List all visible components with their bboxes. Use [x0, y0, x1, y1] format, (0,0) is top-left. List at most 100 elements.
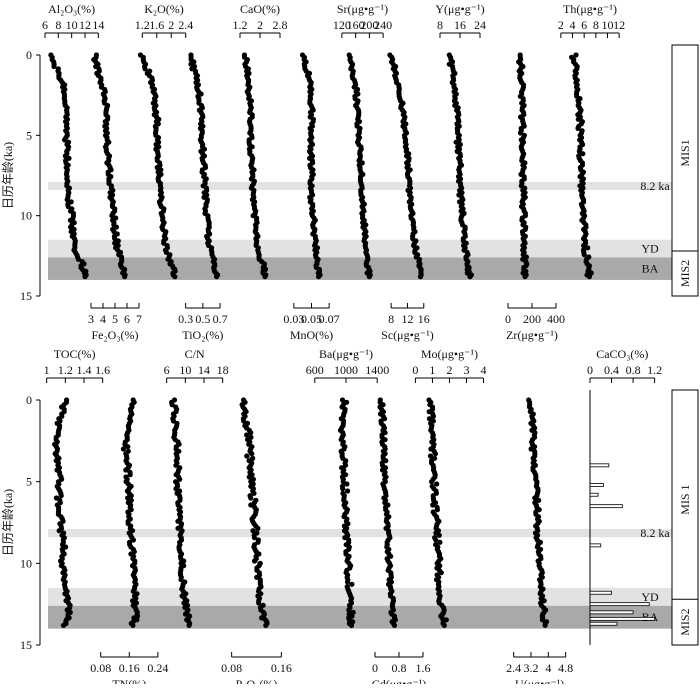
series-tick-label: 0	[505, 312, 511, 326]
data-point	[581, 242, 587, 249]
series-3: 0.3 0.5 0.7 TiO₂(%)	[178, 52, 228, 342]
y-tick-label: 0	[26, 48, 32, 62]
series-title: TN(%)	[112, 677, 146, 684]
data-point	[62, 137, 68, 143]
series-7: 8 12 16 Sc(μg•g⁻¹)	[381, 52, 434, 342]
band-label: BA	[642, 262, 659, 276]
caco3-bar	[589, 463, 610, 468]
series-tick-label: 10	[66, 18, 78, 32]
series-title: CaCO₃(%)	[596, 347, 648, 361]
caco3-bar	[589, 483, 604, 487]
band-label: 8.2 ka	[640, 526, 670, 540]
series-2: 1.2 1.6 2 2.4 K₂O(%)	[135, 2, 193, 280]
series-tick-label: 0.03	[283, 312, 304, 326]
series-tick-label: 2	[446, 363, 452, 377]
data-point	[186, 622, 192, 629]
series-0: 6 8 10 12 14 Al₂O₃(%)	[42, 2, 104, 280]
data-point	[82, 274, 88, 280]
series-title: P₂O₅(%)	[236, 677, 278, 684]
caco3-bar	[589, 492, 599, 497]
series-tick-label: 1.2	[647, 363, 662, 377]
y-tick-label: 15	[20, 289, 32, 303]
data-point	[248, 430, 254, 436]
data-point	[580, 151, 586, 157]
series-tick-label: 1.6	[95, 363, 110, 377]
series-4: 1.2 2 2.8 CaO(%)	[233, 2, 288, 280]
data-point	[575, 125, 581, 131]
data-point	[522, 274, 528, 280]
band-label: YD	[641, 590, 659, 604]
series-tick-label: 0.5	[195, 312, 210, 326]
series-title: Y(μg•g⁻¹)	[435, 2, 484, 16]
series-tick-label: 12	[79, 18, 91, 32]
series-tick-label: 3	[88, 312, 94, 326]
series-tick-label: 4	[100, 312, 106, 326]
series-title: Sr(μg•g⁻¹)	[337, 2, 388, 16]
series-title: C/N	[185, 347, 205, 361]
y-tick-label: 5	[26, 128, 32, 142]
band-0	[48, 529, 672, 538]
data-point	[542, 622, 548, 629]
data-point	[255, 525, 261, 531]
y-tick-label: 5	[26, 475, 32, 489]
series-tick-label: 0.16	[271, 661, 292, 675]
mis-box	[671, 389, 699, 646]
series-5: 0 0.8 1.6 Cd(μg•g⁻¹)	[372, 397, 431, 689]
data-point	[120, 446, 126, 452]
series-tick-label: 120	[333, 18, 351, 32]
series-2: 6 10 14 18 C/N	[164, 347, 229, 629]
series-tick-label: 2.4	[178, 18, 193, 32]
data-point	[241, 418, 247, 424]
data-point	[249, 451, 255, 457]
data-point	[172, 274, 178, 280]
series-8: 0 0.4 0.8 1.2 CaCO₃(%)	[587, 347, 662, 645]
data-point	[56, 528, 62, 534]
y-tick-label: 10	[20, 556, 32, 570]
data-point	[182, 611, 189, 617]
mis-label: MIS2	[678, 608, 692, 635]
series-tick-label: 0.07	[319, 312, 340, 326]
data-point	[256, 600, 262, 606]
series-title: TOC(%)	[54, 347, 96, 361]
series-title: MnO(%)	[290, 328, 333, 342]
data-point	[142, 66, 148, 72]
data-point	[122, 274, 128, 280]
series-title: CaO(%)	[240, 2, 280, 16]
mis-label: MIS2	[678, 260, 692, 287]
data-point	[214, 274, 220, 280]
data-point	[438, 570, 444, 576]
y-tick-label: 0	[26, 393, 32, 407]
series-1: 3 4 5 6 7 Fe₂O₃(%)	[88, 52, 142, 342]
series-tick-label: 2	[558, 18, 564, 32]
y-axis-label: 日历年龄(ka)	[1, 142, 15, 209]
series-tick-label: 0	[372, 661, 378, 675]
data-point	[427, 453, 434, 459]
series-tick-label: 8	[55, 18, 61, 32]
data-point	[316, 274, 322, 280]
series-title: Cd(μg•g⁻¹)	[372, 677, 427, 684]
data-point	[263, 622, 269, 629]
series-title: Sc(μg•g⁻¹)	[381, 328, 434, 342]
series-tick-label: 0.08	[221, 661, 242, 675]
band-label: 8.2 ka	[640, 179, 670, 193]
data-point	[130, 622, 136, 629]
data-point	[585, 245, 591, 251]
data-point	[467, 274, 473, 280]
data-point	[60, 622, 67, 629]
data-point	[434, 481, 440, 487]
data-point	[251, 535, 257, 541]
data-point	[246, 474, 252, 480]
series-tick-label: 1.2	[58, 363, 73, 377]
data-point	[429, 479, 435, 485]
data-point	[426, 416, 432, 422]
series-tick-label: 1400	[365, 363, 389, 377]
series-tick-label: 6	[164, 363, 170, 377]
series-tick-label: 4.8	[558, 661, 573, 675]
data-point	[248, 502, 254, 508]
data-point	[113, 224, 119, 230]
data-point	[340, 486, 346, 492]
data-point	[441, 622, 447, 629]
data-point	[125, 495, 131, 501]
